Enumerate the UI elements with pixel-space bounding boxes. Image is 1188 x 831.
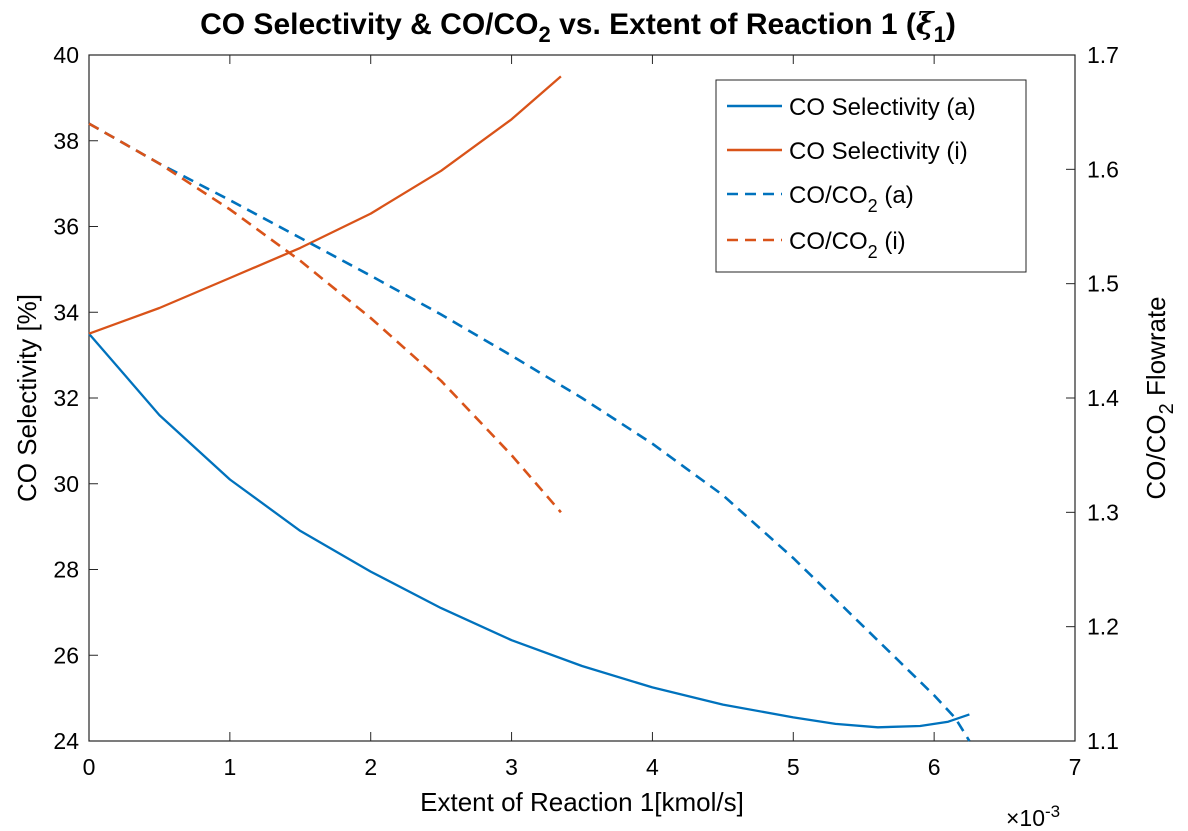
right-y-tick-label: 1.4 [1087, 385, 1119, 411]
right-y-tick-label: 1.7 [1087, 42, 1119, 68]
right-y-axis-ticks: 1.1 1.2 1.3 1.4 1.5 1.6 1.7 [1066, 42, 1119, 754]
x-tick-label: 5 [787, 754, 800, 780]
left-y-tick-label: 26 [53, 642, 79, 668]
x-exponent-power: -3 [1045, 802, 1060, 821]
x-axis-ticks: 0 1 2 3 4 5 6 7 [83, 55, 1082, 780]
left-y-tick-label: 38 [53, 128, 79, 154]
right-y-tick-label: 1.2 [1087, 614, 1119, 640]
legend-label-pre: CO/CO [789, 182, 868, 209]
left-y-tick-label: 28 [53, 557, 79, 583]
legend-label-sub: 2 [868, 242, 878, 262]
legend-entries: CO Selectivity (a) CO Selectivity (i) CO/C… [727, 94, 976, 262]
left-y-tick-label: 32 [53, 385, 79, 411]
legend-label-post: (a) [878, 182, 914, 209]
series-line-3 [88, 122, 971, 742]
title-main: CO Selectivity & CO/CO [200, 8, 538, 41]
left-y-tick-label: 40 [53, 42, 79, 68]
x-tick-label: 7 [1069, 754, 1082, 780]
x-exponent-base: ×10 [1006, 805, 1045, 831]
legend-label: CO Selectivity (i) [789, 138, 968, 165]
legend-label-post: (i) [878, 228, 906, 255]
legend-label-pre: CO Selectivity (a) [789, 94, 976, 121]
x-tick-label: 4 [646, 754, 659, 780]
right-y-tick-label: 1.6 [1087, 156, 1119, 182]
left-y-tick-label: 34 [53, 299, 79, 325]
series-line-2 [88, 75, 562, 335]
right-y-label-sub: 2 [1156, 403, 1178, 414]
x-tick-label: 0 [83, 754, 96, 780]
x-tick-label: 3 [505, 754, 518, 780]
x-tick-label: 1 [223, 754, 236, 780]
legend-label: CO/CO2 (a) [789, 182, 914, 216]
left-y-tick-label: 30 [53, 471, 79, 497]
left-y-tick-label: 24 [53, 728, 79, 754]
left-y-tick-label: 36 [53, 214, 79, 240]
right-y-axis-label: CO/CO2 Flowrate [1141, 296, 1178, 499]
series-layer [88, 75, 971, 742]
legend-label: CO/CO2 (i) [789, 228, 906, 262]
left-y-axis-label: CO Selectivity [%] [12, 294, 42, 502]
legend-label-pre: CO Selectivity (i) [789, 138, 968, 165]
title-subscript-1: 1 [934, 22, 946, 47]
legend-label-sub: 2 [868, 196, 878, 216]
title-subscript-2: 2 [539, 22, 551, 47]
title-xi: ξ [916, 7, 936, 42]
title-mid: vs. Extent of Reaction 1 ( [551, 8, 916, 41]
x-axis-label: Extent of Reaction 1[kmol/s] [420, 787, 744, 817]
right-y-tick-label: 1.3 [1087, 499, 1119, 525]
right-y-label-post: Flowrate [1141, 296, 1171, 403]
x-tick-label: 6 [928, 754, 941, 780]
right-y-tick-label: 1.5 [1087, 271, 1119, 297]
series-line-1 [88, 332, 970, 729]
title-end: ) [946, 8, 956, 41]
left-y-axis-ticks: 24 26 28 30 32 34 36 38 40 [53, 42, 98, 754]
right-y-label-pre: CO/CO [1141, 414, 1171, 499]
legend: CO Selectivity (a) CO Selectivity (i) CO/C… [715, 79, 1027, 273]
x-axis-exponent: ×10-3 [1006, 802, 1060, 831]
chart-title: CO Selectivity & CO/CO2 vs. Extent of Re… [200, 7, 956, 47]
series-line-4 [88, 122, 562, 514]
legend-label: CO Selectivity (a) [789, 94, 976, 121]
x-tick-label: 2 [364, 754, 377, 780]
right-y-tick-label: 1.1 [1087, 728, 1119, 754]
legend-label-pre: CO/CO [789, 228, 868, 255]
